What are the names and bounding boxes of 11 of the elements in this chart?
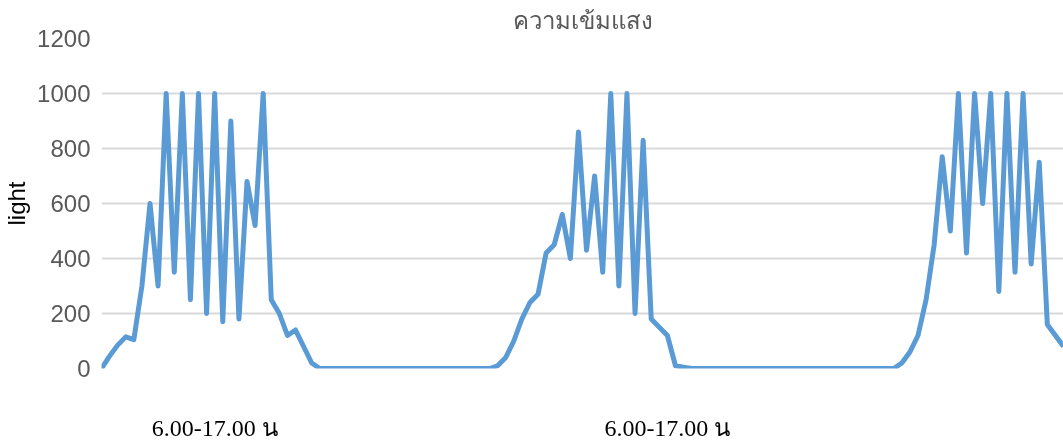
x-tick-label: 6.00-17.00 น (151, 414, 278, 441)
y-tick-label: 1200 (37, 25, 91, 52)
y-tick-label: 1000 (37, 80, 91, 107)
y-axis-title: light (3, 181, 31, 226)
chart-title: ความเข้มแสง (512, 7, 653, 34)
y-tick-label: 200 (50, 300, 91, 327)
y-tick-label: 400 (50, 245, 91, 272)
y-tick-label: 0 (77, 355, 91, 382)
x-tick-label: 6.00-17.00 น (604, 414, 731, 441)
y-tick-label: 600 (50, 190, 91, 217)
y-tick-label: 800 (50, 135, 91, 162)
